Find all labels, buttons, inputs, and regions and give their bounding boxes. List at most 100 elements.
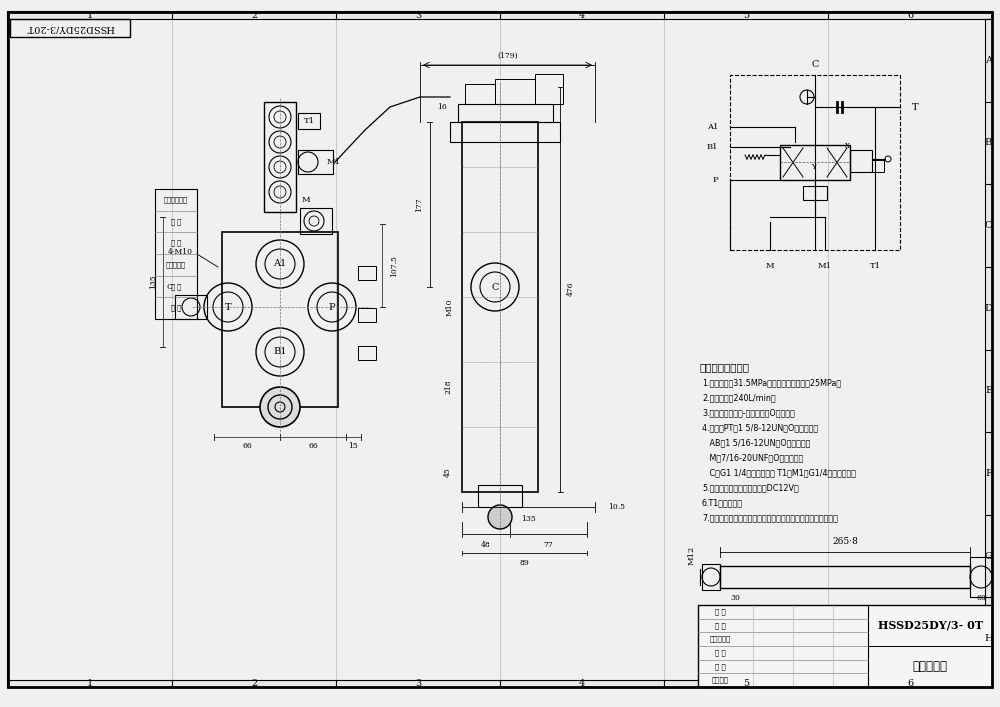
Bar (465, 84, 495, 104)
Bar (462, 122, 538, 492)
Text: 89: 89 (519, 559, 529, 567)
Text: 1: 1 (87, 11, 93, 20)
Text: P: P (329, 303, 335, 312)
Text: M1: M1 (818, 262, 832, 269)
Text: 标准化审查: 标准化审查 (709, 636, 731, 643)
Text: G: G (985, 551, 992, 561)
Bar (8, 680, 992, 687)
Text: C: C (491, 283, 499, 291)
Text: C: C (811, 60, 819, 69)
Text: 66: 66 (242, 442, 252, 450)
Bar (222, 232, 338, 407)
Text: 4: 4 (579, 679, 585, 688)
Text: 6: 6 (907, 679, 913, 688)
Bar (780, 145, 850, 180)
Text: 107.5: 107.5 (390, 255, 398, 277)
Text: B: B (985, 139, 992, 148)
Bar (458, 104, 553, 122)
Text: 5.电磁阀组：三插线圈，电压DC12V；: 5.电磁阀组：三插线圈，电压DC12V； (702, 483, 799, 492)
Text: 签 字: 签 字 (171, 284, 181, 290)
Text: 45: 45 (444, 467, 452, 477)
Text: X: X (844, 142, 850, 150)
Bar (702, 564, 720, 590)
Bar (264, 102, 296, 212)
Text: 135: 135 (521, 515, 535, 523)
Text: 218: 218 (444, 380, 452, 395)
Bar (698, 605, 992, 687)
Text: 5: 5 (743, 679, 749, 688)
Text: 60: 60 (976, 594, 986, 602)
Text: Y: Y (811, 163, 815, 171)
Text: 135: 135 (149, 274, 157, 289)
Bar (495, 79, 535, 104)
Text: 签 字: 签 字 (715, 622, 725, 629)
Text: 检 样: 检 样 (171, 240, 181, 247)
Text: T: T (912, 103, 919, 112)
Text: 善 图: 善 图 (171, 218, 181, 225)
Bar (298, 150, 333, 174)
Text: HSSD25DY/3-20T: HSSD25DY/3-20T (26, 23, 114, 33)
Bar (850, 150, 872, 172)
Text: 2: 2 (251, 11, 257, 20)
Text: 6: 6 (907, 11, 913, 20)
Text: 标记处数: 标记处数 (712, 677, 728, 684)
Text: 4.油口：PT为1 5/8-12UN，O型圈密封；: 4.油口：PT为1 5/8-12UN，O型圈密封； (702, 423, 818, 432)
Bar (970, 557, 992, 597)
Bar (985, 19, 992, 680)
Text: M10: M10 (446, 298, 454, 316)
Text: M: M (302, 196, 311, 204)
Text: F: F (985, 469, 992, 478)
Text: E: E (985, 386, 992, 395)
Circle shape (488, 505, 512, 529)
Text: 二联多路阀: 二联多路阀 (912, 660, 948, 673)
Text: 标准用件登记: 标准用件登记 (164, 197, 188, 203)
Bar (535, 74, 563, 104)
Text: C: C (167, 283, 173, 291)
Bar (298, 113, 320, 129)
Text: 265·8: 265·8 (832, 537, 858, 547)
Text: 3: 3 (415, 679, 421, 688)
Text: 日 期: 日 期 (715, 609, 725, 615)
Bar (730, 74, 900, 250)
Text: 3.控制方式：手动-电液控制，O型阀杆；: 3.控制方式：手动-电液控制，O型阀杆； (702, 408, 795, 417)
Text: 技术要求和参数：: 技术要求和参数： (700, 362, 750, 372)
Text: M12: M12 (688, 545, 696, 565)
Text: 校 核: 校 核 (715, 650, 725, 656)
Text: M为7/16-20UNF，O型圈密封；: M为7/16-20UNF，O型圈密封； (702, 453, 803, 462)
Bar (300, 208, 332, 234)
Bar (872, 160, 884, 172)
Text: A1: A1 (707, 123, 718, 131)
Text: 30: 30 (730, 594, 740, 602)
Bar (478, 485, 522, 507)
Text: T: T (225, 303, 231, 312)
Text: 日成图总号: 日成图总号 (166, 262, 186, 268)
Text: 10.5: 10.5 (608, 503, 625, 511)
Text: P: P (712, 176, 718, 184)
Text: AB为1 5/16-12UN，O型圈密封；: AB为1 5/16-12UN，O型圈密封； (702, 438, 810, 447)
Text: T1: T1 (870, 262, 881, 269)
Text: (179): (179) (498, 52, 518, 60)
Text: 77: 77 (543, 541, 553, 549)
Text: A: A (985, 56, 992, 65)
Text: 2: 2 (251, 679, 257, 688)
Text: HSSD25DY/3- 0T: HSSD25DY/3- 0T (878, 620, 982, 631)
Text: 4-M10: 4-M10 (168, 248, 192, 256)
Text: H: H (984, 634, 993, 643)
Bar (450, 122, 560, 142)
Text: 6.T1口接油管；: 6.T1口接油管； (702, 498, 743, 507)
Text: 177: 177 (415, 198, 423, 212)
Text: 1: 1 (87, 679, 93, 688)
Text: 7.阀体表面氧化处理，安全阀及滢流射等，支架后涂为橙本色。: 7.阀体表面氧化处理，安全阀及滢流射等，支架后涂为橙本色。 (702, 513, 838, 522)
Text: B1: B1 (706, 143, 718, 151)
Bar (155, 189, 197, 319)
Bar (8, 12, 992, 19)
Text: 5: 5 (743, 11, 749, 20)
Text: M: M (766, 262, 774, 269)
Text: 1.公称压力：31.5MPa；溢流阀调定压力：25MPa；: 1.公称压力：31.5MPa；溢流阀调定压力：25MPa； (702, 378, 841, 387)
Text: C为G1 1/4，平面密封； T1、M1为G1/4，平面密封；: C为G1 1/4，平面密封； T1、M1为G1/4，平面密封； (702, 468, 856, 477)
Bar (175, 295, 207, 319)
Text: 4: 4 (579, 11, 585, 20)
Bar (803, 186, 827, 200)
Text: B1: B1 (273, 348, 287, 356)
Bar (358, 266, 376, 280)
